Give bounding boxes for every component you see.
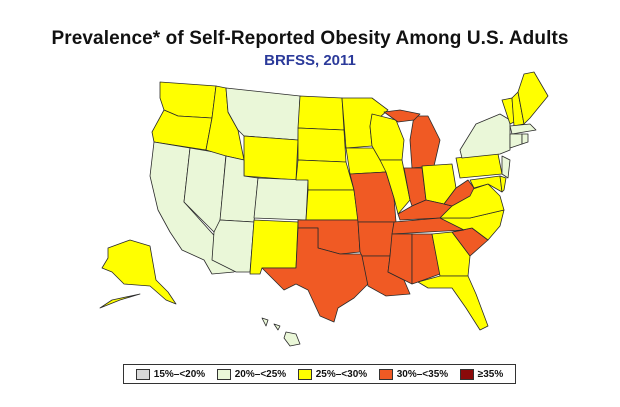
state-maine xyxy=(517,71,549,125)
state-michigan-lower xyxy=(409,115,441,169)
legend-label: 15%–<20% xyxy=(153,368,206,380)
map-subtitle: BRFSS, 2011 xyxy=(264,52,356,69)
legend-swatch xyxy=(135,368,150,380)
state-michigan-upper xyxy=(383,109,421,123)
state-hawaii xyxy=(261,317,301,347)
state-new-mexico xyxy=(249,219,299,275)
legend-label: 30%–<35% xyxy=(396,368,449,380)
legend: 15%–<20% 20%–<25% 25%–<30% 30%–<35% ≥35% xyxy=(123,364,516,384)
legend-label: 20%–<25% xyxy=(234,368,287,380)
state-connecticut xyxy=(509,133,523,149)
legend-item-30-35: 30%–<35% xyxy=(378,368,449,380)
state-delaware xyxy=(499,175,507,193)
legend-swatch xyxy=(216,368,231,380)
state-wyoming xyxy=(243,135,299,181)
legend-label: ≥35% xyxy=(477,368,504,380)
state-new-york xyxy=(459,113,511,159)
state-alabama xyxy=(411,233,441,285)
state-north-dakota xyxy=(297,95,345,131)
state-florida xyxy=(417,275,489,331)
legend-item-25-30: 25%–<30% xyxy=(297,368,368,380)
state-new-jersey xyxy=(501,155,511,179)
legend-item-20-25: 20%–<25% xyxy=(216,368,287,380)
state-georgia xyxy=(431,231,471,277)
state-rhode-island xyxy=(521,133,529,145)
state-massachusetts xyxy=(509,123,537,135)
state-maryland xyxy=(469,175,503,193)
legend-label: 25%–<30% xyxy=(315,368,368,380)
legend-swatch xyxy=(459,368,474,380)
state-texas xyxy=(261,227,369,323)
state-alaska xyxy=(99,239,177,309)
legend-swatch xyxy=(378,368,393,380)
legend-swatch xyxy=(297,368,312,380)
legend-item-35: ≥35% xyxy=(459,368,504,380)
state-south-dakota xyxy=(297,127,347,163)
legend-item-15-20: 15%–<20% xyxy=(135,368,206,380)
state-colorado xyxy=(253,177,309,221)
state-kansas xyxy=(305,189,359,221)
state-arkansas xyxy=(357,221,395,257)
map-title: Prevalence* of Self-Reported Obesity Amo… xyxy=(51,28,569,49)
